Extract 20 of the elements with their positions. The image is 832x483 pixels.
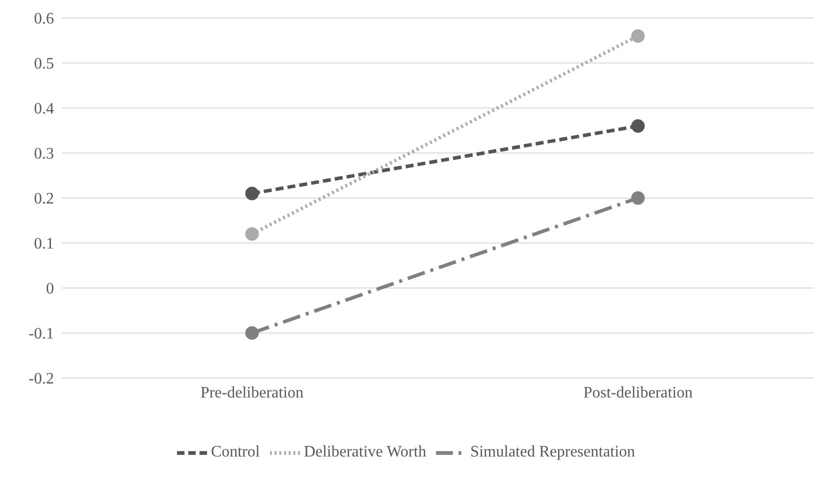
y-tick-label: 0 xyxy=(46,280,54,298)
y-tick-label: 0.4 xyxy=(34,100,54,118)
point xyxy=(631,29,645,43)
legend-label: Deliberative Worth xyxy=(304,444,426,461)
y-tick-label: 0.5 xyxy=(34,56,54,73)
x-tick-label: Pre-deliberation xyxy=(200,384,304,402)
y-tick-label: -0.1 xyxy=(28,326,54,343)
y-tick-label: 0.1 xyxy=(34,236,54,253)
y-tick-label: 0.6 xyxy=(34,10,54,28)
legend-label: Control xyxy=(210,444,260,461)
y-tick-label: 0.2 xyxy=(34,190,54,208)
y-tick-label: 0.3 xyxy=(34,146,54,163)
point xyxy=(631,119,645,133)
legend-label: Simulated Representation xyxy=(470,444,636,461)
point xyxy=(631,191,645,205)
y-tick-label: -0.2 xyxy=(28,370,54,388)
point xyxy=(245,186,259,200)
point xyxy=(245,326,259,340)
x-tick-label: Post-deliberation xyxy=(583,384,693,402)
point xyxy=(245,227,259,241)
